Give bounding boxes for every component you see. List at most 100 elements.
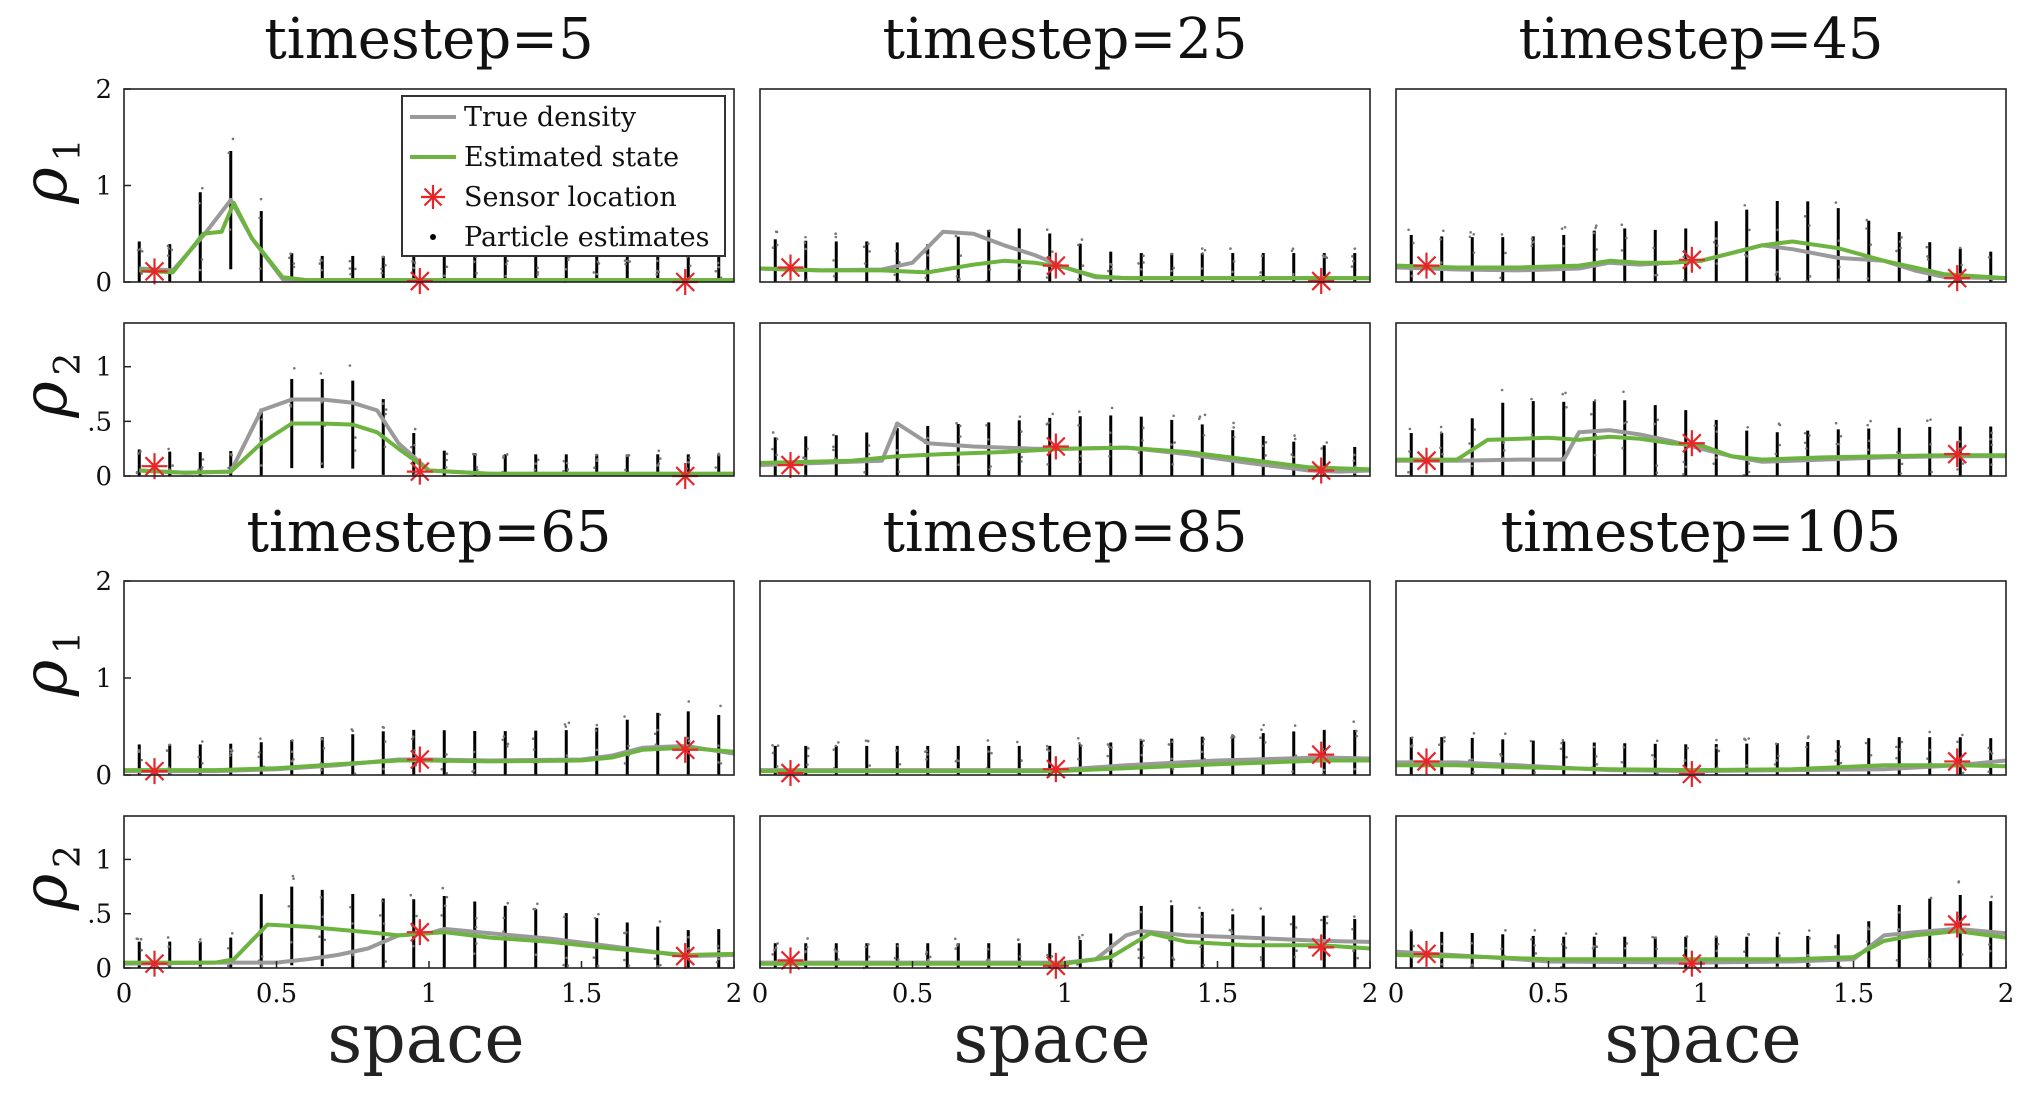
particle-dot <box>1620 760 1624 764</box>
particle-dot <box>1137 948 1140 951</box>
particle-dot <box>655 269 659 273</box>
particle-dot <box>1808 963 1811 967</box>
particle-dot <box>1079 454 1083 458</box>
particle-dot <box>287 904 291 908</box>
particle-dot <box>1958 246 1962 250</box>
particle-dot <box>257 755 261 759</box>
panel-5: timestep=45 <box>1395 7 2007 292</box>
particle-dot <box>565 461 569 465</box>
estimated-state-line <box>1395 239 2007 281</box>
sensor-marker <box>406 746 433 773</box>
particle-dot <box>1808 275 1812 278</box>
particle-dot <box>1263 741 1267 744</box>
particle-dot <box>1747 737 1751 740</box>
particle-dot <box>412 266 416 270</box>
y-tick-label: .5 <box>87 900 112 930</box>
panel-6 <box>1395 322 2007 477</box>
particle-dot <box>227 151 231 155</box>
particle-dot <box>471 770 474 773</box>
particle-dot <box>1838 265 1841 269</box>
particle-dot <box>1650 753 1654 757</box>
particle-dot <box>806 937 809 940</box>
particle-dot <box>1714 935 1718 939</box>
particle-dot <box>349 905 352 909</box>
particle-dot <box>1228 928 1232 932</box>
plot-frame <box>1395 815 2007 969</box>
particle-dot <box>381 255 385 259</box>
particle-dot <box>1409 929 1413 932</box>
particle-dot <box>1534 952 1538 955</box>
sensor-stroke <box>780 763 801 783</box>
particle-dot <box>321 915 325 919</box>
particle-dot <box>1867 927 1871 931</box>
particle-dot <box>563 723 567 726</box>
particle-dot <box>1259 955 1263 959</box>
particle-dot <box>596 964 600 968</box>
particle-dot <box>775 453 778 457</box>
particle-dot <box>1355 729 1358 733</box>
particle-dot <box>1929 896 1933 900</box>
particle-dot <box>1594 754 1598 758</box>
particle-dot <box>1838 745 1842 748</box>
particle-dot <box>1231 733 1234 737</box>
sensor-stroke <box>1947 914 1967 935</box>
particle-dot <box>320 768 323 772</box>
particle-dot <box>1803 215 1807 218</box>
sensor-stroke <box>144 761 165 781</box>
particle-dot <box>1047 749 1051 753</box>
particle-dot <box>475 942 478 945</box>
particle-dot <box>1803 431 1807 435</box>
particle-dot <box>1232 735 1236 739</box>
particle-dot <box>1170 269 1173 273</box>
particle-dot <box>1805 447 1808 450</box>
particle-dot <box>1171 767 1175 771</box>
particle-dot <box>896 944 900 948</box>
particle-dot <box>1110 267 1113 271</box>
particle-dot <box>445 895 449 899</box>
sensor-stroke <box>1947 751 1967 772</box>
particle-dot <box>895 449 899 452</box>
particle-dot <box>1439 431 1443 434</box>
sensor-stroke <box>1947 268 1967 288</box>
red-asterisk-icon <box>421 185 445 209</box>
particle-dot <box>565 754 569 757</box>
particle-dot <box>536 266 539 270</box>
particle-dot <box>1439 261 1443 264</box>
particle-dot <box>1290 249 1294 253</box>
particle-dot <box>1682 279 1686 282</box>
estimated-state-line <box>759 445 1371 472</box>
particle-dot <box>956 944 959 947</box>
particle-dot <box>443 904 447 908</box>
panel-4 <box>759 322 1371 484</box>
particle-dot <box>413 261 417 265</box>
sensor-stroke <box>144 953 165 974</box>
particle-dot <box>656 464 659 467</box>
sensor-marker <box>1308 457 1335 484</box>
particle-dot <box>1713 424 1717 427</box>
particle-dot <box>1261 444 1264 448</box>
particle-dot <box>1110 263 1113 267</box>
particle-dot <box>893 273 897 277</box>
particle-dot <box>563 915 566 919</box>
particle-dot <box>1625 420 1628 424</box>
particle-dot <box>1958 440 1961 443</box>
particle-dot <box>593 916 597 920</box>
particle-dot <box>413 427 417 431</box>
particle-dot <box>954 947 958 950</box>
particle-dot <box>1744 253 1747 256</box>
particle-dot <box>955 421 958 425</box>
particle-dot <box>893 956 897 960</box>
particle-dot <box>1716 244 1719 247</box>
particle-dot <box>292 265 296 269</box>
sensor-stroke <box>144 456 165 476</box>
particle-dot <box>1929 418 1932 421</box>
particle-dot <box>771 447 774 451</box>
particle-dot <box>231 137 235 141</box>
sensor-stroke <box>780 257 801 278</box>
particle-dot <box>925 268 928 271</box>
particle-dot <box>806 763 809 766</box>
particle-dot <box>653 732 657 736</box>
sensor-stroke <box>1046 956 1066 976</box>
particle-dot <box>318 262 322 265</box>
particle-dot <box>413 443 416 447</box>
